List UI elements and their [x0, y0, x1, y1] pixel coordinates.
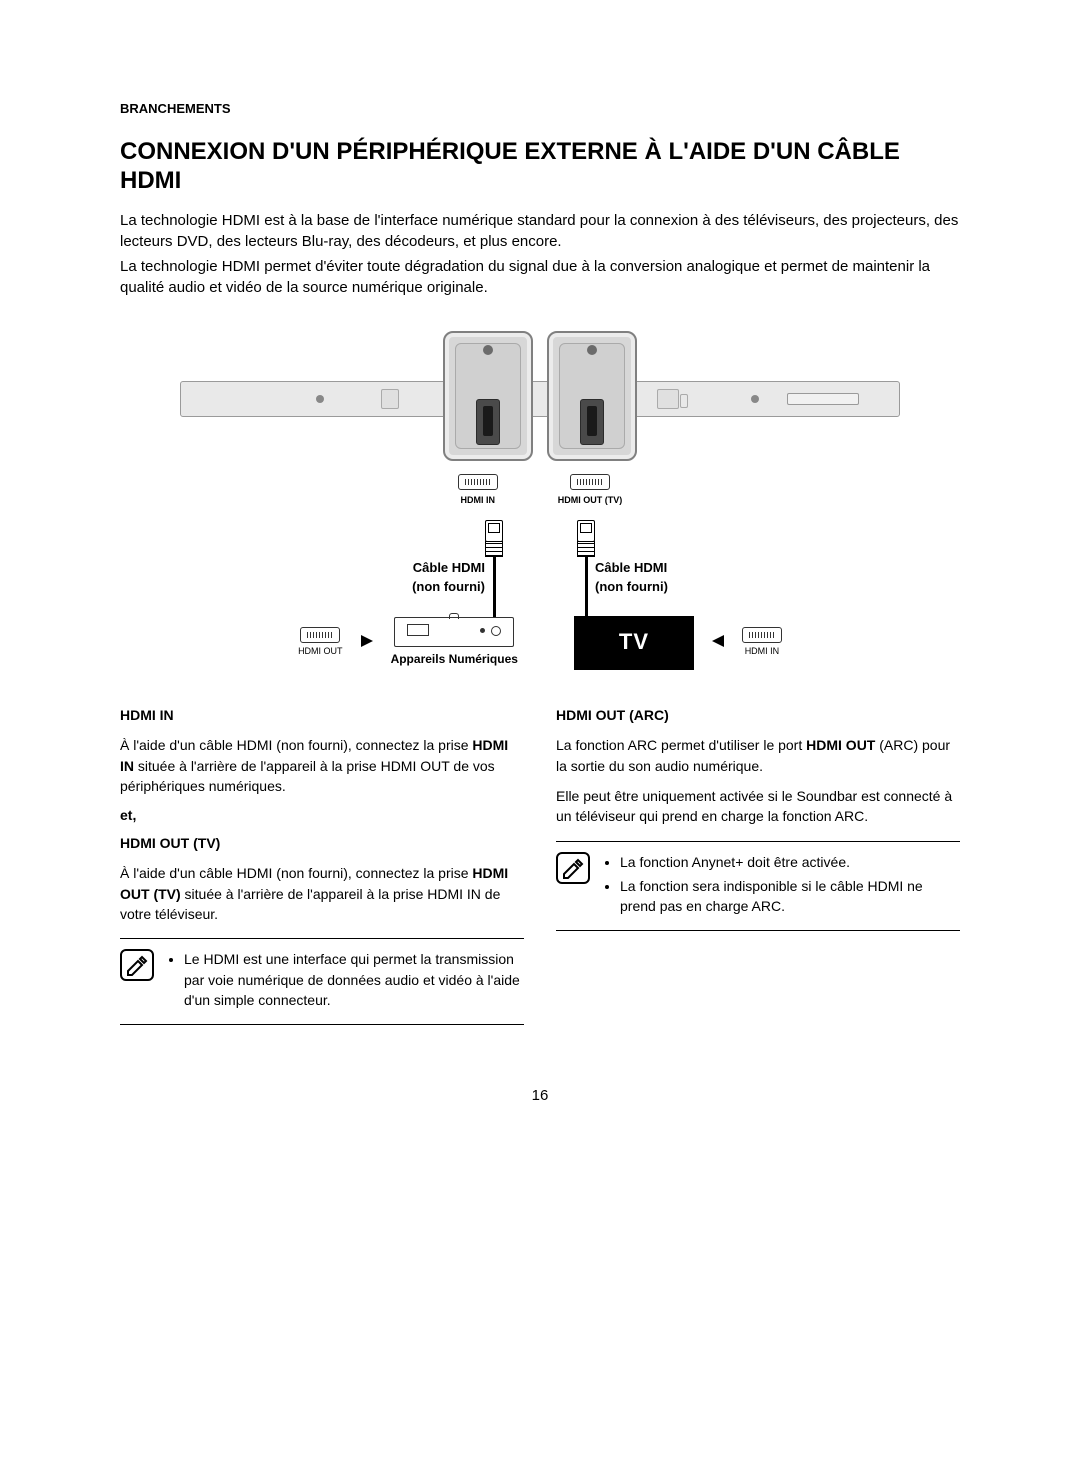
cable-label-line1: Câble HDMI — [345, 559, 485, 577]
hdmi-connection-diagram: HDMI IN HDMI OUT (TV) Câble HDMI (non fo… — [180, 326, 900, 670]
intro-paragraph-1: La technologie HDMI est à la base de l'i… — [120, 210, 960, 252]
port-label-out: HDMI OUT (TV) — [558, 474, 623, 507]
page-number: 16 — [120, 1085, 960, 1106]
hdmi-jack-icon — [458, 474, 498, 490]
soundbar-dot-left — [316, 395, 324, 403]
cable-label-line1: Câble HDMI — [595, 559, 735, 577]
hdmi-in-small: HDMI IN — [742, 627, 782, 658]
soundbar-recess-left — [381, 389, 399, 409]
intro-paragraph-2: La technologie HDMI permet d'éviter tout… — [120, 256, 960, 298]
port-label-in-text: HDMI IN — [458, 494, 498, 507]
note-item: La fonction sera indisponible si le câbl… — [620, 876, 960, 917]
cable-label-line2: (non fourni) — [345, 578, 485, 596]
bold-hdmi-out-arc: HDMI OUT — [806, 737, 875, 753]
mid-port-labels: HDMI IN HDMI OUT (TV) — [180, 474, 900, 507]
text: À l'aide d'un câble HDMI (non fourni), c… — [120, 865, 472, 881]
plug-head — [577, 520, 595, 542]
port-zoom-out — [547, 331, 637, 461]
port-label-in: HDMI IN — [458, 474, 498, 507]
note-list: Le HDMI est une interface qui permet la … — [166, 949, 524, 1014]
text: située à l'arrière de l'appareil à la pr… — [120, 758, 495, 794]
hdmi-out-paragraph: À l'aide d'un câble HDMI (non fourni), c… — [120, 863, 524, 924]
digital-device-caption: Appareils Numériques — [391, 651, 518, 668]
intro-block: La technologie HDMI est à la base de l'i… — [120, 210, 960, 298]
arrow-right-icon — [361, 633, 373, 653]
arrow-left-icon — [712, 633, 724, 653]
hdmi-in-paragraph: À l'aide d'un câble HDMI (non fourni), c… — [120, 735, 524, 796]
page-title: CONNEXION D'UN PÉRIPHÉRIQUE EXTERNE À L'… — [120, 138, 960, 196]
pencil-note-icon — [561, 857, 585, 881]
cable-label-right: Câble HDMI (non fourni) — [595, 559, 735, 595]
digital-device-graphic — [394, 617, 514, 647]
hdmi-jack-icon — [742, 627, 782, 643]
soundbar-slot — [787, 393, 859, 405]
hdmi-jack-icon — [570, 474, 610, 490]
hdmi-in-small-text: HDMI IN — [742, 645, 782, 658]
soundbar-row — [180, 326, 900, 466]
cable-label-line2: (non fourni) — [595, 578, 735, 596]
hdmi-plug-left — [485, 520, 503, 629]
hdmi-jack-icon — [300, 627, 340, 643]
cable-label-left: Câble HDMI (non fourni) — [345, 559, 485, 595]
hdmi-plug-right — [577, 520, 595, 629]
text: La fonction ARC permet d'utiliser le por… — [556, 737, 806, 753]
tv-col: TV — [574, 616, 694, 670]
port-label-out-text: HDMI OUT (TV) — [558, 494, 623, 507]
heading-hdmi-out-tv: HDMI OUT (TV) — [120, 834, 524, 854]
cable-labels: Câble HDMI (non fourni) Câble HDMI (non … — [180, 559, 900, 595]
note-icon — [556, 852, 590, 884]
hdmi-out-small-text: HDMI OUT — [298, 645, 343, 658]
device-eject — [449, 613, 459, 619]
hdmi-out-small: HDMI OUT — [298, 627, 343, 658]
body-columns: HDMI IN À l'aide d'un câble HDMI (non fo… — [120, 700, 960, 1025]
text: À l'aide d'un câble HDMI (non fourni), c… — [120, 737, 472, 753]
note-left: Le HDMI est une interface qui permet la … — [120, 938, 524, 1025]
plug-grip — [577, 541, 595, 557]
hdmi-in-port-graphic — [476, 399, 500, 445]
heading-hdmi-out-arc: HDMI OUT (ARC) — [556, 706, 960, 726]
port-zoom-pair — [443, 331, 637, 461]
arc-paragraph-1: La fonction ARC permet d'utiliser le por… — [556, 735, 960, 776]
device-led — [480, 628, 485, 633]
section-label: BRANCHEMENTS — [120, 100, 960, 118]
bottom-devices-row: HDMI OUT Appareils Numériques TV HDMI IN — [180, 616, 900, 670]
soundbar-dot-right — [751, 395, 759, 403]
right-column: HDMI OUT (ARC) La fonction ARC permet d'… — [556, 700, 960, 1025]
hdmi-out-port-graphic — [580, 399, 604, 445]
connector-et: et, — [120, 806, 524, 826]
note-item: La fonction Anynet+ doit être activée. — [620, 852, 960, 872]
soundbar-recess-right — [657, 389, 679, 409]
heading-hdmi-in: HDMI IN — [120, 706, 524, 726]
note-right: La fonction Anynet+ doit être activée. L… — [556, 841, 960, 932]
arc-paragraph-2: Elle peut être uniquement activée si le … — [556, 786, 960, 827]
plug-grip — [485, 541, 503, 557]
plug-head — [485, 520, 503, 542]
port-zoom-in — [443, 331, 533, 461]
tv-graphic: TV — [574, 616, 694, 670]
digital-device-col: Appareils Numériques — [391, 617, 518, 668]
pencil-note-icon — [125, 954, 149, 978]
zoom-dot — [483, 345, 493, 355]
left-column: HDMI IN À l'aide d'un câble HDMI (non fo… — [120, 700, 524, 1025]
zoom-dot — [587, 345, 597, 355]
note-item: Le HDMI est une interface qui permet la … — [184, 949, 524, 1010]
note-list: La fonction Anynet+ doit être activée. L… — [602, 852, 960, 921]
note-icon — [120, 949, 154, 981]
